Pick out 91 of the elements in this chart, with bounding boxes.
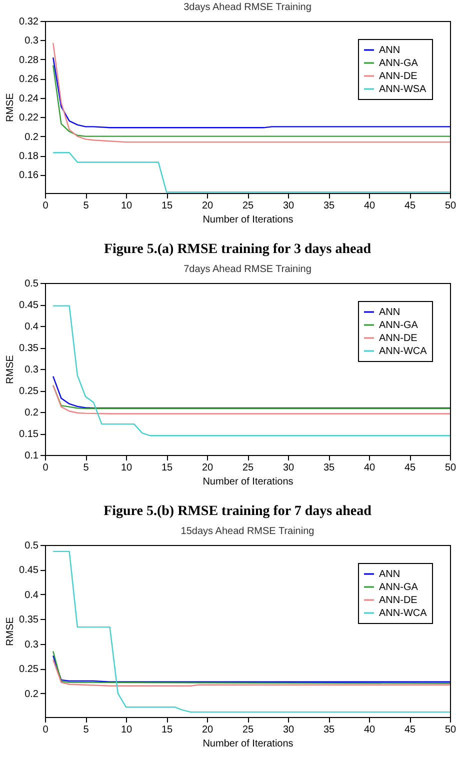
y-tick-label: 0.15: [19, 429, 39, 440]
x-tick-label: 30: [282, 724, 294, 736]
line-series: [52, 650, 451, 684]
x-tick-label: 25: [242, 724, 254, 736]
y-tick-label: 0.32: [19, 16, 39, 28]
x-tick-label: 25: [242, 462, 254, 474]
caption: Figure 5.(b) RMSE training for 7 days ahead: [102, 504, 372, 520]
y-axis-title: RMSE: [5, 92, 16, 122]
legend-label: ANN-DE: [379, 595, 418, 606]
legend-label: ANN: [379, 45, 400, 56]
x-tick-label: 40: [364, 462, 376, 474]
x-tick-label: 25: [242, 200, 254, 212]
y-tick-label: 0.1: [24, 450, 39, 462]
y-tick-label: 0.2: [24, 688, 39, 700]
line-series: [52, 659, 451, 686]
x-tick-label: 30: [282, 200, 294, 212]
x-tick-label: 35: [323, 724, 335, 736]
legend-label: ANN-DE: [379, 71, 418, 82]
y-tick-label: 0.18: [19, 151, 39, 162]
x-tick-label: 50: [444, 200, 456, 212]
x-tick-label: 40: [364, 200, 376, 212]
line-series: [52, 42, 451, 143]
y-tick-label: 0.16: [19, 170, 39, 182]
y-axis-title: RMSE: [5, 616, 16, 646]
x-axis-title: Number of Iterations: [202, 738, 294, 750]
y-tick-label: 0.28: [19, 54, 39, 66]
x-tick-label: 50: [444, 724, 456, 736]
x-tick-label: 0: [42, 462, 49, 474]
x-tick-label: 20: [202, 724, 214, 736]
x-tick-label: 45: [404, 724, 416, 736]
y-tick-label: 0.3: [24, 364, 39, 376]
x-tick-label: 5: [83, 724, 90, 736]
x-tick-label: 5: [83, 200, 90, 212]
x-axis-title: Number of Iterations: [202, 476, 294, 488]
legend-label: ANN-GA: [379, 320, 418, 331]
chart-title: 7days Ahead RMSE Training: [184, 264, 312, 275]
y-tick-label: 0.45: [19, 565, 39, 576]
legend-label: ANN-WCA: [379, 346, 428, 357]
y-tick-label: 0.24: [19, 93, 39, 104]
x-tick-label: 20: [202, 200, 214, 212]
x-tick-label: 10: [120, 462, 132, 474]
y-tick-label: 0.4: [24, 322, 39, 332]
x-tick-label: 10: [120, 724, 132, 736]
line-series: [52, 56, 451, 128]
y-axis-title: RMSE: [5, 354, 16, 384]
y-tick-label: 0.2: [24, 132, 39, 143]
x-tick-label: 45: [404, 462, 416, 474]
y-tick-label: 0.5: [24, 278, 39, 290]
legend-label: ANN-DE: [379, 333, 418, 344]
y-tick-label: 0.3: [24, 36, 39, 47]
y-tick-label: 0.45: [19, 300, 39, 311]
x-tick-label: 45: [404, 200, 416, 212]
y-tick-label: 0.22: [19, 112, 39, 124]
y-tick-label: 0.2: [24, 408, 39, 418]
caption: Figure 5.(a) RMSE training for 3 days ahead: [102, 242, 372, 258]
x-axis-title: Number of Iterations: [202, 214, 294, 226]
y-tick-label: 0.4: [24, 590, 39, 601]
chart-title: 3days Ahead RMSE Training: [184, 2, 312, 13]
line-series: [52, 550, 451, 713]
y-tick-label: 0.25: [19, 664, 39, 676]
x-tick-label: 15: [161, 462, 173, 474]
line-series: [52, 305, 451, 436]
legend-label: ANN: [379, 569, 400, 580]
x-tick-label: 30: [282, 462, 294, 474]
y-tick-label: 0.26: [19, 74, 39, 86]
x-tick-label: 50: [444, 462, 456, 474]
x-tick-label: 40: [364, 724, 376, 736]
chart-title: 15days Ahead RMSE Training: [180, 526, 314, 537]
legend-label: ANN-WCA: [379, 608, 428, 619]
legend-label: ANN-WSA: [379, 84, 427, 95]
x-tick-label: 35: [323, 462, 335, 474]
x-tick-label: 10: [120, 200, 132, 212]
y-tick-label: 0.35: [19, 343, 39, 354]
y-tick-label: 0.25: [19, 386, 39, 397]
line-series: [52, 384, 451, 414]
x-tick-label: 5: [83, 462, 90, 474]
y-tick-label: 0.3: [24, 639, 39, 650]
legend-label: ANN-GA: [379, 58, 418, 69]
x-tick-label: 0: [42, 200, 49, 212]
x-tick-label: 20: [202, 462, 214, 474]
x-tick-label: 15: [161, 200, 173, 212]
x-tick-label: 0: [42, 724, 49, 736]
y-tick-label: 0.35: [19, 614, 39, 626]
y-tick-label: 0.5: [24, 540, 39, 552]
legend-label: ANN: [379, 307, 400, 318]
line-series: [52, 376, 451, 409]
line-series: [52, 655, 451, 683]
x-tick-label: 15: [161, 724, 173, 736]
line-series: [52, 64, 451, 137]
legend-label: ANN-GA: [379, 582, 418, 593]
x-tick-label: 35: [323, 200, 335, 212]
